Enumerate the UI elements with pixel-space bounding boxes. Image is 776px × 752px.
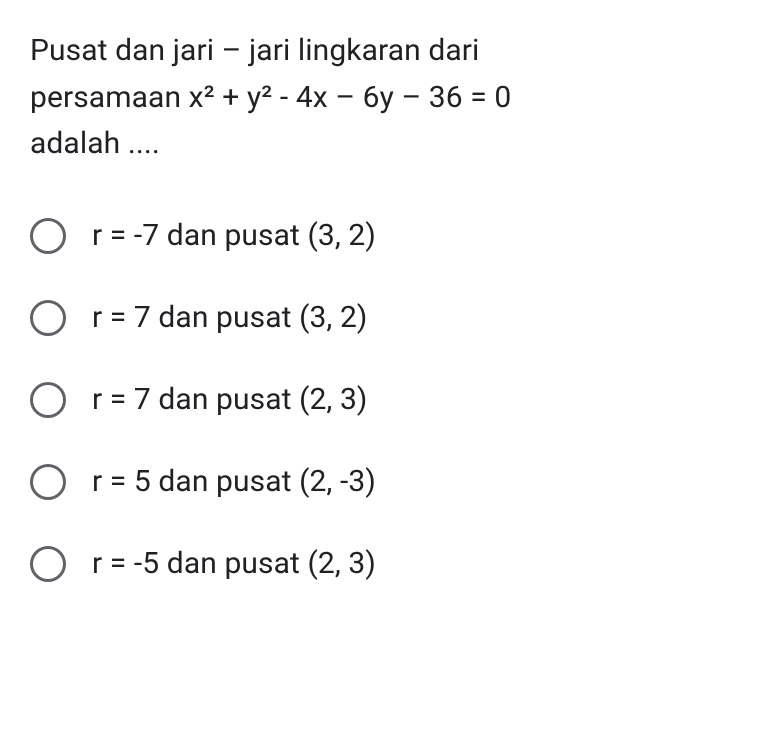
- question-line-3: adalah ....: [30, 121, 746, 168]
- option-label: r = 5 dan pusat (2, -3): [92, 464, 376, 499]
- radio-button-icon[interactable]: [30, 464, 66, 500]
- option-row[interactable]: r = -7 dan pusat (3, 2): [30, 218, 746, 254]
- option-row[interactable]: r = 7 dan pusat (3, 2): [30, 300, 746, 336]
- question-line-2: persamaan x² + y² - 4x – 6y – 36 = 0: [30, 75, 746, 122]
- radio-button-icon[interactable]: [30, 546, 66, 582]
- option-label: r = -5 dan pusat (2, 3): [92, 546, 376, 581]
- radio-button-icon[interactable]: [30, 300, 66, 336]
- radio-button-icon[interactable]: [30, 382, 66, 418]
- option-row[interactable]: r = -5 dan pusat (2, 3): [30, 546, 746, 582]
- option-label: r = 7 dan pusat (3, 2): [92, 300, 367, 335]
- question-text: Pusat dan jari – jari lingkaran dari per…: [30, 28, 746, 168]
- question-line-1: Pusat dan jari – jari lingkaran dari: [30, 28, 746, 75]
- options-list: r = -7 dan pusat (3, 2) r = 7 dan pusat …: [30, 218, 746, 582]
- option-label: r = 7 dan pusat (2, 3): [92, 382, 367, 417]
- radio-button-icon[interactable]: [30, 218, 66, 254]
- option-row[interactable]: r = 5 dan pusat (2, -3): [30, 464, 746, 500]
- option-label: r = -7 dan pusat (3, 2): [92, 218, 376, 253]
- option-row[interactable]: r = 7 dan pusat (2, 3): [30, 382, 746, 418]
